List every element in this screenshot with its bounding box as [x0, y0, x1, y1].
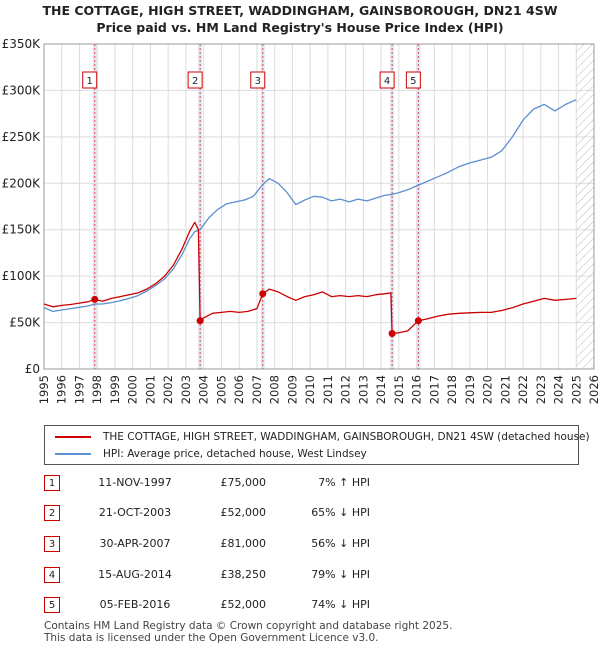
x-tick-label: 1999	[108, 375, 122, 404]
x-tick-label: 2001	[143, 375, 157, 404]
legend-item-property: THE COTTAGE, HIGH STREET, WADDINGHAM, GA…	[55, 429, 590, 445]
x-tick-label: 1996	[55, 375, 69, 404]
y-tick-label: £50K	[9, 316, 41, 330]
legend-swatch-hpi	[55, 453, 91, 455]
chart-subtitle: Price paid vs. HM Land Registry's House …	[96, 20, 504, 35]
sale-band	[260, 44, 265, 369]
x-tick-label: 2005	[214, 375, 228, 404]
sale-date: 21-OCT-2003	[98, 506, 172, 519]
x-tick-label: 2015	[392, 375, 406, 404]
hpi-series-line	[43, 99, 577, 313]
legend-swatch-property	[55, 436, 91, 438]
x-tick-label: 2012	[339, 375, 353, 404]
sale-price: £75,000	[220, 476, 267, 489]
sale-date: 11-NOV-1997	[98, 476, 172, 489]
x-tick-label: 2025	[569, 375, 583, 404]
y-tick-label: £150K	[2, 223, 42, 237]
sale-band	[416, 44, 421, 369]
x-tick-label: 2013	[356, 375, 370, 404]
sale-number-badge: 1	[44, 475, 60, 491]
sale-price: £81,000	[220, 537, 267, 550]
y-tick-label: £200K	[2, 176, 42, 190]
x-tick-label: 2002	[161, 375, 175, 404]
sale-label-text: 5	[410, 76, 416, 87]
x-tick-label: 1998	[90, 375, 104, 404]
x-tick-label: 1997	[72, 375, 86, 404]
sale-point	[259, 290, 267, 298]
x-tick-label: 2010	[303, 375, 317, 404]
sale-hpi-diff: 74% ↓ HPI	[311, 598, 370, 611]
x-tick-label: 2024	[552, 375, 566, 404]
legend-label-property: THE COTTAGE, HIGH STREET, WADDINGHAM, GA…	[103, 431, 590, 443]
sale-date: 15-AUG-2014	[98, 568, 172, 581]
x-tick-label: 2014	[374, 375, 388, 404]
y-tick-label: £300K	[2, 83, 42, 97]
x-tick-label: 1995	[37, 375, 51, 404]
x-tick-label: 2026	[587, 375, 600, 404]
x-tick-label: 2023	[534, 375, 548, 404]
sale-hpi-diff: 56% ↓ HPI	[311, 537, 370, 550]
plot-border	[43, 43, 595, 370]
sale-date: 30-APR-2007	[99, 537, 171, 550]
sale-price: £38,250	[220, 568, 267, 581]
chart-legend: THE COTTAGE, HIGH STREET, WADDINGHAM, GA…	[44, 425, 590, 465]
x-tick-label: 2022	[516, 375, 530, 404]
property-series-line	[43, 221, 577, 335]
sale-hpi-diff: 7% ↑ HPI	[318, 476, 370, 489]
sale-label-box	[405, 71, 421, 89]
x-tick-label: 2006	[232, 375, 246, 404]
y-tick-label: £250K	[2, 130, 42, 144]
sale-hpi-diff: 65% ↓ HPI	[311, 506, 370, 519]
sale-label-box	[250, 71, 266, 89]
x-tick-label: 2020	[481, 375, 495, 404]
sale-number-badge: 4	[44, 567, 60, 583]
x-tick-label: 2003	[179, 375, 193, 404]
legend-item-hpi: HPI: Average price, detached house, West…	[55, 446, 367, 462]
footer-licence: This data is licensed under the Open Gov…	[44, 632, 379, 644]
sale-point	[196, 317, 204, 325]
x-tick-label: 2018	[445, 375, 459, 404]
footer-copyright: Contains HM Land Registry data © Crown c…	[44, 620, 453, 632]
future-hatch	[576, 44, 594, 369]
sale-label-text: 1	[87, 76, 93, 87]
sale-label-text: 3	[255, 76, 261, 87]
x-tick-label: 2004	[197, 375, 211, 404]
y-tick-label: £100K	[2, 269, 42, 283]
legend-label-hpi: HPI: Average price, detached house, West…	[103, 448, 367, 460]
sale-label-box	[187, 71, 203, 89]
x-tick-label: 2019	[463, 375, 477, 404]
sale-price: £52,000	[220, 598, 267, 611]
sale-label-box	[82, 71, 98, 89]
sale-band	[390, 44, 395, 369]
sale-label-box	[379, 71, 395, 89]
x-tick-label: 2016	[410, 375, 424, 404]
sale-date: 05-FEB-2016	[99, 598, 171, 611]
sale-number-badge: 3	[44, 536, 60, 552]
x-tick-label: 2017	[427, 375, 441, 404]
x-tick-label: 2011	[321, 375, 335, 404]
sale-band	[92, 44, 97, 369]
plot-area	[44, 44, 594, 369]
y-tick-label: £0	[25, 362, 40, 376]
sale-price: £52,000	[220, 506, 267, 519]
sale-point	[388, 329, 396, 337]
sale-number-badge: 2	[44, 505, 60, 521]
x-tick-label: 2009	[285, 375, 299, 404]
sale-label-text: 4	[384, 76, 390, 87]
x-tick-label: 2000	[126, 375, 140, 404]
sale-label-text: 2	[192, 76, 198, 87]
x-tick-label: 2021	[498, 375, 512, 404]
x-tick-label: 2008	[268, 375, 282, 404]
chart-title: THE COTTAGE, HIGH STREET, WADDINGHAM, GA…	[42, 3, 558, 18]
sale-band	[198, 44, 203, 369]
y-tick-label: £350K	[2, 37, 42, 51]
price-chart: 1 2 3 4 5 £0 £50K £100K £150K £200K £250K £300K £350…	[2, 37, 600, 404]
sale-point	[91, 295, 99, 303]
sale-number-badge: 5	[44, 597, 60, 613]
sale-point	[414, 317, 422, 325]
sale-hpi-diff: 79% ↓ HPI	[311, 568, 370, 581]
x-tick-label: 2007	[250, 375, 264, 404]
